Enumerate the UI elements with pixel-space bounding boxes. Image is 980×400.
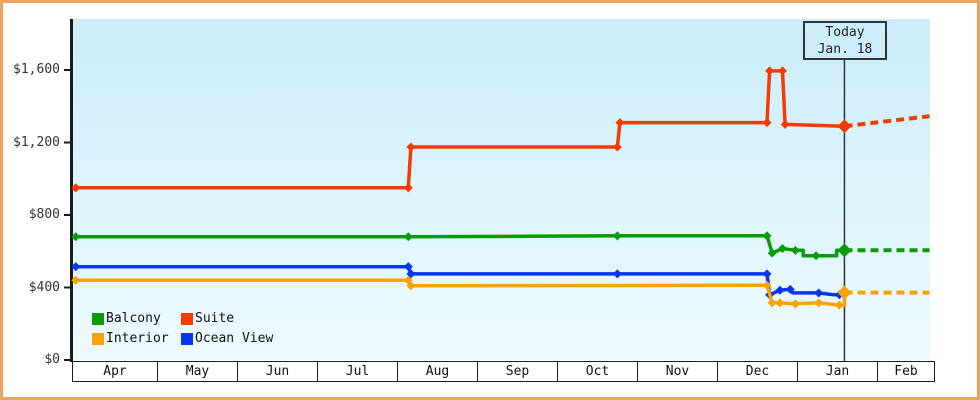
month-cell-dec: Dec	[718, 362, 798, 381]
ocean-view-marker	[814, 288, 824, 298]
month-cell-may: May	[158, 362, 238, 381]
balcony-marker	[71, 232, 81, 242]
month-cell-nov: Nov	[638, 362, 718, 381]
legend-label: Balcony	[106, 311, 161, 326]
balcony-today-marker	[837, 243, 852, 258]
interior-marker	[834, 300, 844, 310]
suite-marker	[765, 66, 775, 76]
balcony-line	[75, 234, 845, 258]
balcony-marker	[778, 244, 788, 254]
ocean-view-marker	[762, 269, 772, 279]
y-tick-label: $400	[28, 280, 60, 295]
month-cell-apr: Apr	[73, 362, 158, 381]
legend-label: Ocean View	[195, 331, 274, 346]
balcony-marker	[811, 251, 821, 261]
balcony-marker	[767, 248, 777, 258]
month-axis: Apr May Jun Jul Aug Sep Oct Nov Dec Jan …	[72, 361, 935, 382]
legend-item-interior: Interior	[92, 332, 181, 345]
today-callout-title: Today	[825, 25, 865, 40]
ocean-view-marker	[612, 269, 622, 279]
legend-label: Suite	[195, 311, 235, 326]
interior-marker	[406, 281, 416, 291]
balcony-legend-swatch	[92, 312, 104, 325]
legend-item-ocean-view: Ocean View	[181, 332, 273, 345]
ocean-view-marker	[71, 262, 81, 272]
suite-marker	[615, 118, 625, 128]
legend-item-balcony: Balcony	[92, 312, 181, 325]
suite-marker	[762, 118, 772, 128]
interior-marker	[762, 280, 772, 290]
ocean-view-marker	[785, 284, 795, 294]
y-tick-label: $0	[44, 352, 60, 367]
suite-line	[75, 69, 845, 190]
suite-today-marker	[837, 119, 852, 134]
interior-marker	[775, 298, 785, 308]
y-tick-label: $1,600	[13, 62, 60, 77]
interior-marker	[814, 298, 824, 308]
ocean-view-marker	[775, 285, 785, 295]
legend-label: Interior	[106, 331, 169, 346]
y-tick-label: $1,200	[13, 135, 60, 150]
ocean-view-legend-swatch	[181, 332, 193, 345]
month-cell-jan: Jan	[798, 362, 878, 381]
interior-today-marker	[837, 285, 852, 300]
balcony-marker	[612, 231, 622, 241]
balcony-marker	[762, 231, 772, 241]
balcony-marker	[790, 245, 800, 255]
suite-marker	[71, 183, 81, 193]
y-tick-label: $800	[28, 207, 60, 222]
interior-marker	[71, 275, 81, 285]
month-cell-jul: Jul	[318, 362, 398, 381]
month-cell-feb: Feb	[894, 364, 918, 379]
suite-projection	[844, 114, 930, 129]
interior-legend-swatch	[92, 332, 104, 345]
interior-marker	[790, 299, 800, 309]
ocean-view-marker	[403, 262, 413, 272]
month-cell-jun: Jun	[238, 362, 318, 381]
month-cell-oct: Oct	[558, 362, 638, 381]
month-cell-sep: Sep	[478, 362, 558, 381]
legend: Balcony Suite Interior Ocean View	[92, 312, 273, 345]
balcony-marker	[403, 232, 413, 242]
interior-marker	[767, 298, 777, 308]
today-callout: Today Jan. 18	[803, 21, 887, 60]
suite-legend-swatch	[181, 312, 193, 325]
suite-marker	[780, 119, 790, 129]
suite-marker	[406, 142, 416, 152]
month-cell-aug: Aug	[398, 362, 478, 381]
suite-marker	[403, 183, 413, 193]
suite-marker	[778, 66, 788, 76]
legend-item-suite: Suite	[181, 312, 273, 325]
interior-line	[75, 278, 847, 307]
suite-marker	[612, 142, 622, 152]
today-callout-date: Jan. 18	[817, 42, 873, 57]
